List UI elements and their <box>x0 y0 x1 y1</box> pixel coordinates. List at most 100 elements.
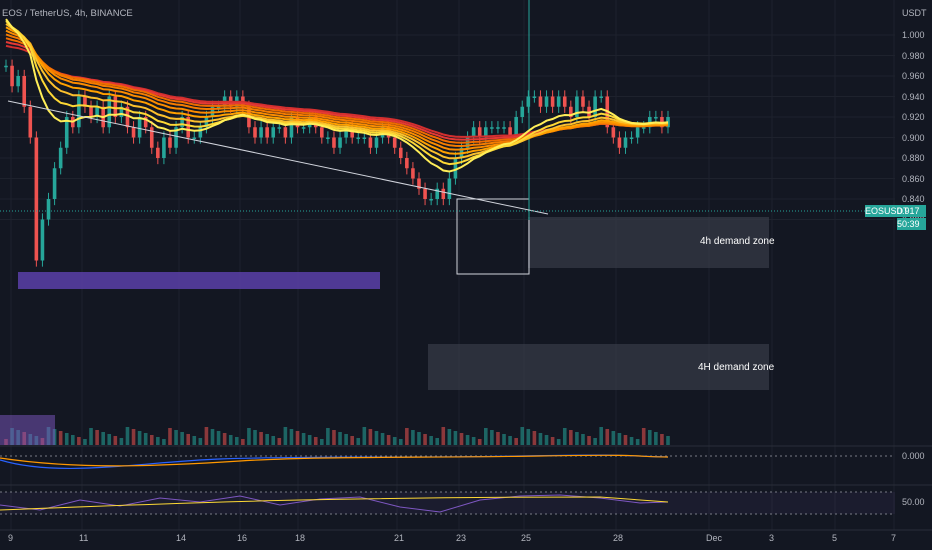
zone-label-lower: 4H demand zone <box>698 362 775 373</box>
candle-body <box>593 96 597 117</box>
candle-body <box>289 117 294 138</box>
volume-bar <box>253 430 257 445</box>
candle-body <box>174 127 178 148</box>
candle-body <box>198 127 203 138</box>
candle-body <box>89 106 93 117</box>
demand-zone-lower <box>428 344 769 390</box>
volume-bar <box>186 434 191 445</box>
volume-bar <box>265 434 269 445</box>
volume-bar <box>228 435 233 445</box>
candle-body <box>635 127 640 138</box>
volume-bar <box>313 437 318 445</box>
volume-bar <box>417 432 421 445</box>
candle-body <box>326 137 330 139</box>
candle-body <box>131 127 136 138</box>
volume-bar <box>119 438 124 445</box>
volume-bar <box>465 435 470 445</box>
volume-bar <box>332 430 336 445</box>
volume-bar <box>629 437 634 445</box>
volume-bar <box>374 431 379 445</box>
zone-label-upper: 4h demand zone <box>700 236 775 247</box>
demand-zone-upper <box>528 217 769 268</box>
candle-body <box>581 96 585 107</box>
volume-bar <box>77 437 81 445</box>
time-tick-label: 5 <box>832 533 838 543</box>
candle-body <box>423 188 427 199</box>
candle-body <box>417 178 421 189</box>
volume-bar <box>635 439 640 445</box>
volume-bar <box>453 431 458 445</box>
candle-body <box>520 106 525 117</box>
candle-body <box>253 127 257 138</box>
volume-bar <box>277 438 282 445</box>
candle-body <box>137 117 142 138</box>
volume-highlight <box>0 415 55 445</box>
volume-bar <box>247 428 251 445</box>
volume-bar <box>234 437 239 445</box>
volume-bar <box>283 427 288 445</box>
candle-body <box>405 158 409 169</box>
volume-bar <box>587 436 591 445</box>
candle-body <box>259 127 263 138</box>
consolidation-box <box>456 198 530 275</box>
candle-body <box>113 96 118 117</box>
candle-body <box>180 117 184 128</box>
candle-body <box>368 137 373 148</box>
candle-body <box>575 96 579 117</box>
volume-bar <box>368 429 373 445</box>
trendline <box>7 100 549 215</box>
candle-body <box>392 137 397 148</box>
time-tick-label: 18 <box>295 533 306 543</box>
time-tick-label: 16 <box>237 533 248 543</box>
volume-bar <box>95 430 99 445</box>
candle-body <box>441 188 446 199</box>
time-tick-label: 11 <box>79 533 89 543</box>
candle-body <box>168 137 172 148</box>
candle-body <box>411 168 415 179</box>
volume-bar <box>289 429 294 445</box>
candle-body <box>550 96 555 107</box>
candle-body <box>435 188 440 199</box>
price-tick-label: 1.000 <box>902 30 925 40</box>
candle-body <box>496 127 500 129</box>
candle-body <box>429 199 433 201</box>
ema-ribbon-line <box>5 29 669 151</box>
candle-body <box>350 127 354 138</box>
time-tick-label: 14 <box>176 533 187 543</box>
price-tick-label: 0.940 <box>902 91 925 102</box>
candle-body <box>301 127 306 129</box>
volume-bar <box>162 439 166 445</box>
candle-body <box>617 137 622 148</box>
volume-bar <box>490 430 494 445</box>
volume-bar <box>204 427 209 445</box>
candle-body <box>40 219 45 261</box>
volume-bar <box>611 431 616 445</box>
volume-bar <box>344 434 348 445</box>
volume-bar <box>386 435 391 445</box>
volume-bar <box>392 437 397 445</box>
volume-bar <box>405 428 409 445</box>
candle-body <box>119 106 124 117</box>
volume-bar <box>544 435 549 445</box>
volume-bar <box>666 436 670 445</box>
volume-bar <box>168 428 172 445</box>
candle-body <box>483 127 488 138</box>
currency-label: USDT <box>902 8 927 18</box>
volume-bar <box>562 428 567 445</box>
volume-bar <box>556 439 561 445</box>
candle-body <box>16 76 20 87</box>
volume-bar <box>125 427 130 445</box>
time-tick-label: 7 <box>891 533 897 543</box>
volume-bar <box>623 435 628 445</box>
volume-bar <box>356 438 361 445</box>
volume-bar <box>581 434 585 445</box>
time-tick-label: 21 <box>394 533 405 543</box>
volume-bar <box>538 433 543 445</box>
candle-body <box>107 96 112 128</box>
candle-body <box>538 96 543 107</box>
volume-bar <box>477 439 482 445</box>
volume-bar <box>532 431 537 445</box>
candle-body <box>156 147 160 158</box>
